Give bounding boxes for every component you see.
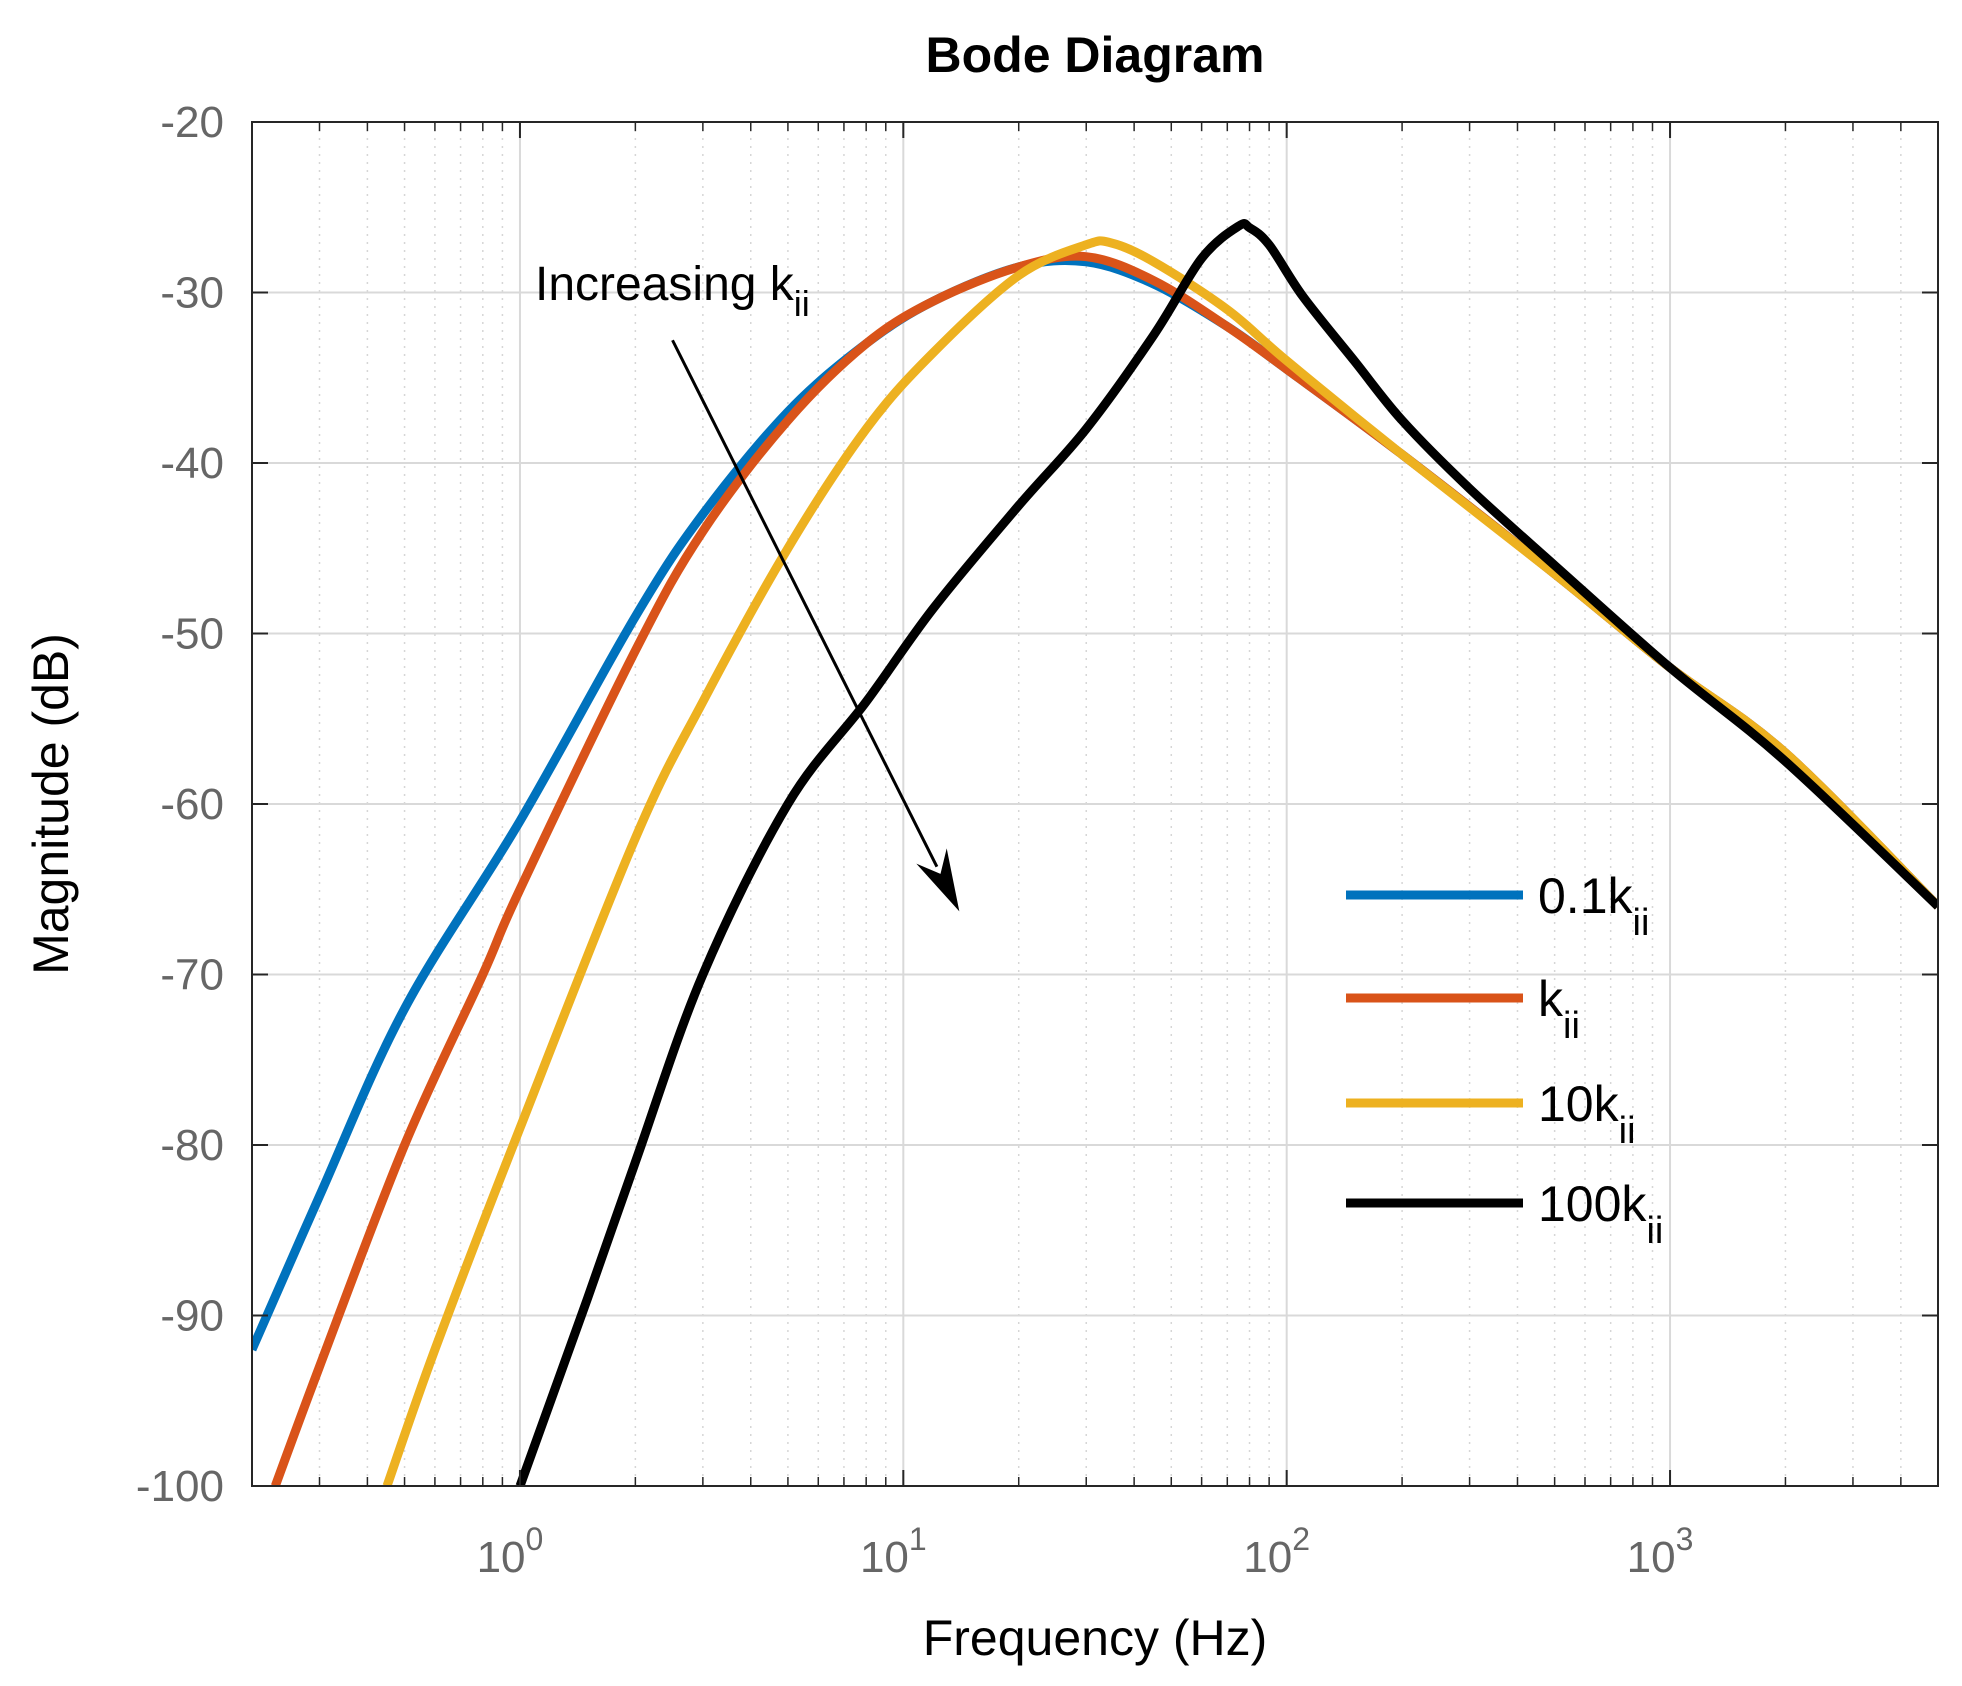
y-tick-label: -60 xyxy=(160,780,224,829)
tick-marks xyxy=(252,121,1938,1487)
legend-label-0.1kii: 0.1kii xyxy=(1538,868,1649,944)
annotation-text: Increasing kii xyxy=(535,258,810,324)
x-tick-label-base: 10 xyxy=(1243,1533,1292,1582)
chart-title: Bode Diagram xyxy=(926,27,1265,83)
legend-label-subscript: ii xyxy=(1646,1210,1663,1252)
legend-label-100kii: 100kii xyxy=(1538,1176,1663,1252)
x-tick-labels: 100 101 102 103 xyxy=(477,1521,1694,1582)
y-tick-labels: -20 -30 -40 -50 -60 -70 -80 -90 -100 xyxy=(136,98,224,1511)
y-tick-label: -90 xyxy=(160,1292,224,1341)
x-tick-label: 102 xyxy=(1243,1521,1310,1582)
series-line-100kii xyxy=(515,219,1938,1486)
y-tick-label: -50 xyxy=(160,610,224,659)
x-tick-label: 101 xyxy=(860,1521,927,1582)
x-tick-label-exponent: 2 xyxy=(1292,1521,1310,1557)
legend-label-subscript: ii xyxy=(1563,1005,1580,1047)
legend-label-main: 0.1k xyxy=(1538,868,1634,924)
x-tick-label-exponent: 1 xyxy=(909,1521,927,1557)
annotation: Increasing kii xyxy=(535,258,960,912)
y-axis-label: Magnitude (dB) xyxy=(23,633,79,975)
y-tick-label: -70 xyxy=(160,951,224,1000)
series-layer xyxy=(252,219,1938,1486)
x-tick-label-exponent: 3 xyxy=(1676,1521,1694,1557)
legend-label-kii: kii xyxy=(1538,971,1580,1047)
x-tick-label: 103 xyxy=(1627,1521,1694,1582)
legend-label-main: 100k xyxy=(1538,1176,1647,1232)
x-tick-label: 100 xyxy=(477,1521,544,1582)
x-tick-label-exponent: 0 xyxy=(526,1521,544,1557)
annotation-text-main: Increasing k xyxy=(535,258,795,311)
y-tick-label: -40 xyxy=(160,439,224,488)
y-tick-label: -100 xyxy=(136,1462,224,1511)
legend-label-main: 10k xyxy=(1538,1076,1620,1132)
y-tick-label: -30 xyxy=(160,269,224,318)
y-tick-label: -20 xyxy=(160,98,224,147)
legend-label-subscript: ii xyxy=(1619,1110,1636,1152)
x-tick-label-base: 10 xyxy=(477,1533,526,1582)
annotation-arrow-head xyxy=(916,848,960,912)
x-tick-label-base: 10 xyxy=(860,1533,909,1582)
legend-label-10kii: 10kii xyxy=(1538,1076,1636,1152)
legend-label-subscript: ii xyxy=(1633,902,1650,944)
x-tick-label-base: 10 xyxy=(1627,1533,1676,1582)
legend-label-main: k xyxy=(1538,971,1564,1027)
y-tick-label: -80 xyxy=(160,1121,224,1170)
annotation-text-subscript: ii xyxy=(794,283,810,324)
x-axis-label: Frequency (Hz) xyxy=(923,1610,1268,1666)
annotation-arrow-shaft xyxy=(671,339,939,868)
